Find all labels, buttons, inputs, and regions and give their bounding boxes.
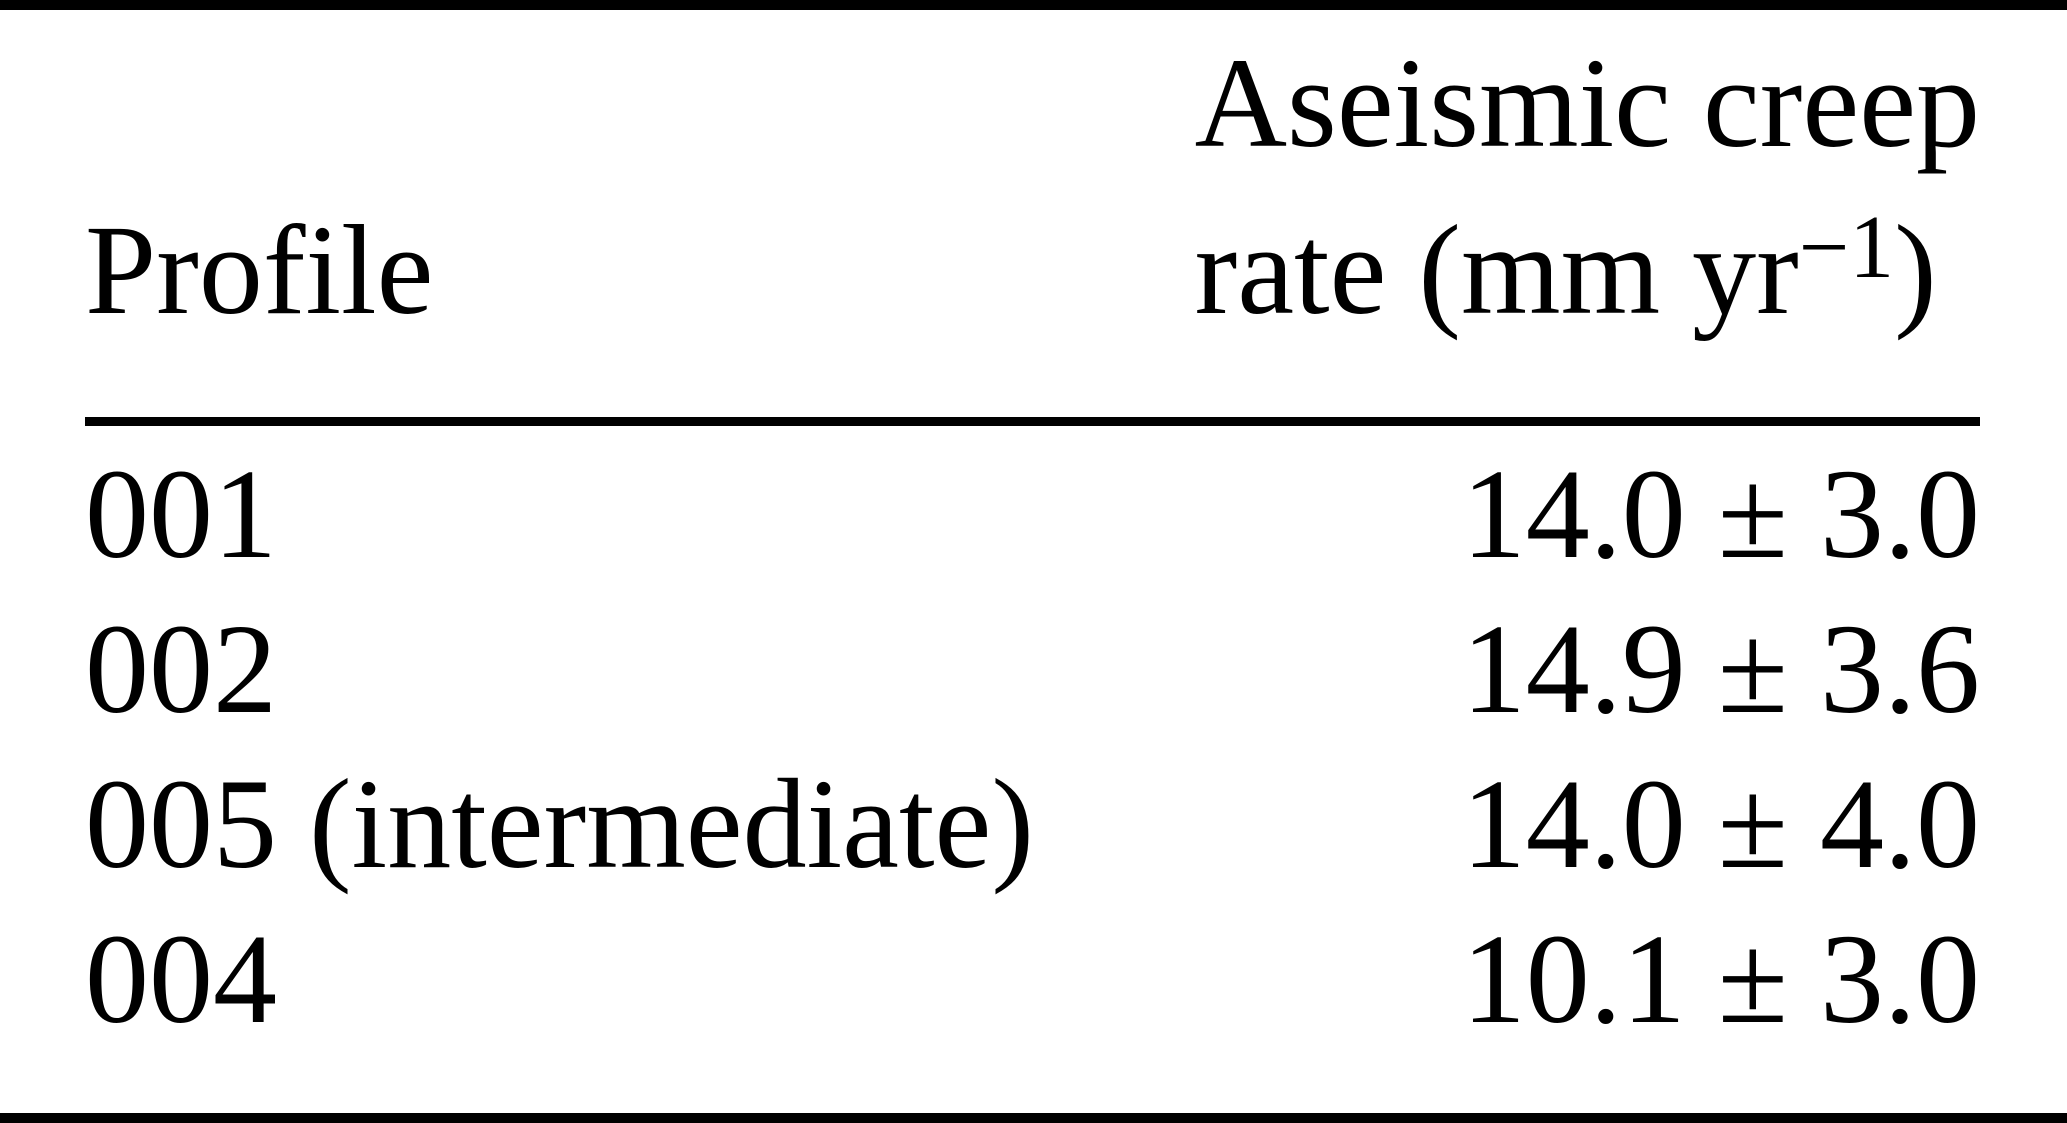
profile-cell: 002 (85, 598, 277, 740)
creep-rate-cell: 14.9 ± 3.6 (1461, 598, 1980, 740)
table-header-row: Profile Aseismic creep rate (mm yr−1) (85, 10, 1980, 407)
column-header-profile: Profile (85, 199, 434, 341)
table-row: 005 (intermediate) 14.0 ± 4.0 (85, 747, 1980, 902)
table-body: 001 14.0 ± 3.0 002 14.9 ± 3.6 005 (inter… (85, 437, 1980, 1057)
creep-rate-unit-exponent: −1 (1798, 198, 1895, 298)
column-header-creep-rate: Aseismic creep rate (mm yr−1) (1195, 20, 1980, 354)
table-row: 004 10.1 ± 3.0 (85, 902, 1980, 1057)
profile-cell: 001 (85, 443, 277, 585)
table-bottom-rule (0, 1113, 2067, 1123)
creep-rate-cell: 10.1 ± 3.0 (1461, 908, 1980, 1050)
profile-cell: 005 (intermediate) (85, 753, 1034, 895)
table-content: Profile Aseismic creep rate (mm yr−1) 00… (85, 10, 1980, 1057)
creep-rate-unit-suffix: ) (1894, 199, 1937, 341)
creep-rate-header-line1: Aseismic creep (1194, 32, 1980, 174)
table-header-separator-rule (85, 417, 1980, 426)
creep-rate-cell: 14.0 ± 4.0 (1461, 753, 1980, 895)
table-row: 002 14.9 ± 3.6 (85, 592, 1980, 747)
creep-rate-cell: 14.0 ± 3.0 (1461, 443, 1980, 585)
creep-rate-unit-prefix: rate (mm yr (1194, 199, 1799, 341)
creep-rate-header-line2: rate (mm yr−1) (1195, 187, 1980, 354)
profile-cell: 004 (85, 908, 277, 1050)
table-row: 001 14.0 ± 3.0 (85, 437, 1980, 592)
table-top-rule (0, 0, 2067, 10)
